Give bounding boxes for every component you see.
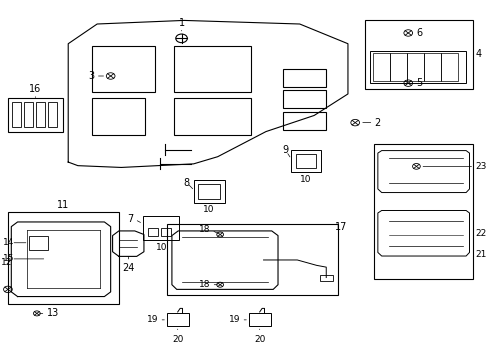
- Text: 5: 5: [416, 78, 422, 88]
- Text: 8: 8: [183, 177, 189, 188]
- Text: 17: 17: [334, 222, 346, 232]
- Text: 14: 14: [3, 238, 15, 247]
- Text: 7: 7: [126, 214, 133, 224]
- Text: 23: 23: [474, 162, 486, 171]
- Text: 6: 6: [416, 28, 422, 38]
- Text: 4: 4: [474, 49, 480, 59]
- Text: 20: 20: [172, 335, 183, 344]
- Text: 12: 12: [0, 258, 12, 267]
- Text: 9: 9: [282, 145, 288, 155]
- Text: 3: 3: [88, 71, 95, 81]
- Text: 10: 10: [203, 205, 214, 214]
- Text: 11: 11: [57, 201, 69, 211]
- Text: 15: 15: [3, 255, 15, 264]
- Text: 19: 19: [228, 315, 240, 324]
- Text: 2: 2: [374, 118, 380, 128]
- Text: 21: 21: [474, 250, 486, 259]
- Text: 1: 1: [178, 18, 184, 28]
- Text: 13: 13: [46, 309, 59, 318]
- Text: 10: 10: [155, 243, 167, 252]
- Text: 10: 10: [300, 175, 311, 184]
- Text: 16: 16: [29, 84, 41, 94]
- Text: 24: 24: [122, 263, 134, 273]
- Text: 19: 19: [146, 315, 158, 324]
- Text: 20: 20: [253, 335, 265, 344]
- Text: 22: 22: [474, 229, 486, 238]
- Text: 18: 18: [199, 225, 210, 234]
- Text: 18: 18: [199, 280, 210, 289]
